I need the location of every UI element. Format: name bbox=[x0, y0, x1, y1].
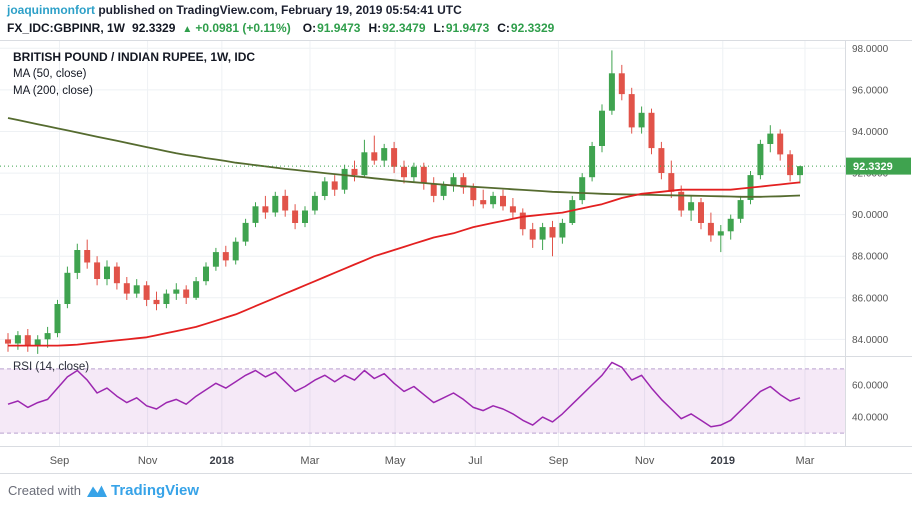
ma200-line bbox=[7, 117, 801, 198]
svg-text:Mar: Mar bbox=[300, 455, 319, 467]
rsi-line bbox=[7, 361, 801, 428]
byline: joaquinmonfort published on TradingView.… bbox=[7, 3, 462, 17]
price-change: +0.0981 (+0.11%) bbox=[195, 21, 291, 35]
svg-text:2019: 2019 bbox=[711, 455, 735, 467]
time-axis[interactable]: Sep Nov 2018 Mar May Jul Sep Nov 2019 Mar bbox=[50, 455, 815, 467]
publish-info: published on TradingView.com, February 1… bbox=[94, 3, 462, 17]
open-label: O: bbox=[302, 21, 317, 35]
high-value: 92.3479 bbox=[382, 21, 426, 35]
svg-text:2018: 2018 bbox=[210, 455, 234, 467]
svg-text:Jul: Jul bbox=[468, 455, 482, 467]
candlestick-series bbox=[5, 50, 803, 354]
tradingview-link[interactable]: TradingView bbox=[110, 482, 200, 499]
low-label: L: bbox=[433, 21, 445, 35]
svg-text:Mar: Mar bbox=[796, 455, 815, 467]
svg-text:88.0000: 88.0000 bbox=[852, 252, 889, 263]
legend-ma50[interactable]: MA (50, close) bbox=[13, 68, 87, 80]
legend-symbol[interactable]: BRITISH POUND / INDIAN RUPEE, 1W, IDC bbox=[13, 50, 256, 64]
low-value: 91.9473 bbox=[445, 21, 490, 35]
svg-text:94.0000: 94.0000 bbox=[852, 127, 889, 138]
current-price-label: 92.3329 bbox=[846, 157, 911, 175]
svg-text:Nov: Nov bbox=[635, 455, 655, 467]
svg-text:Sep: Sep bbox=[50, 455, 70, 467]
svg-text:90.0000: 90.0000 bbox=[852, 210, 889, 221]
svg-text:86.0000: 86.0000 bbox=[852, 293, 889, 304]
price-axis[interactable]: 98.000096.000094.000092.000090.000088.00… bbox=[852, 44, 889, 424]
close-label: C: bbox=[497, 21, 510, 35]
svg-text:Sep: Sep bbox=[549, 455, 569, 467]
ma50-line bbox=[8, 181, 801, 347]
created-with-text: Created with bbox=[8, 483, 81, 498]
rsi-panel bbox=[0, 361, 845, 434]
svg-text:May: May bbox=[385, 455, 406, 467]
high-label: H: bbox=[368, 21, 382, 35]
up-arrow-icon: ▲ bbox=[182, 24, 193, 35]
svg-text:40.0000: 40.0000 bbox=[852, 413, 889, 424]
symbol-info-bar: FX_IDC:GBPINR, 1W 92.3329 ▲ +0.0981 (+0.11%… bbox=[7, 21, 554, 35]
symbol-name: FX_IDC:GBPINR, 1W bbox=[7, 21, 126, 35]
legend-ma200[interactable]: MA (200, close) bbox=[13, 85, 93, 97]
svg-text:60.0000: 60.0000 bbox=[852, 380, 889, 391]
svg-text:98.0000: 98.0000 bbox=[852, 44, 889, 55]
chart-canvas[interactable]: 98.000096.000094.000092.000090.000088.00… bbox=[0, 40, 912, 474]
ohlc-values: O:91.9473 H:92.3479 L:91.9473 C:92.3329 bbox=[295, 21, 555, 35]
open-value: 91.9473 bbox=[317, 21, 361, 35]
svg-text:96.0000: 96.0000 bbox=[852, 85, 889, 96]
username-link[interactable]: joaquinmonfort bbox=[7, 3, 95, 17]
chart-legend: BRITISH POUND / INDIAN RUPEE, 1W, IDC MA… bbox=[13, 49, 255, 100]
legend-rsi[interactable]: RSI (14, close) bbox=[13, 361, 90, 373]
last-price-text: 92.3329 bbox=[132, 21, 176, 35]
svg-text:Nov: Nov bbox=[138, 455, 158, 467]
tradingview-logo-icon[interactable] bbox=[86, 484, 107, 498]
svg-text:84.0000: 84.0000 bbox=[852, 335, 889, 346]
close-value: 92.3329 bbox=[510, 21, 555, 35]
pane-borders bbox=[0, 40, 912, 474]
svg-text:92.3329: 92.3329 bbox=[853, 161, 893, 173]
footer: Created with TradingView bbox=[8, 482, 199, 499]
